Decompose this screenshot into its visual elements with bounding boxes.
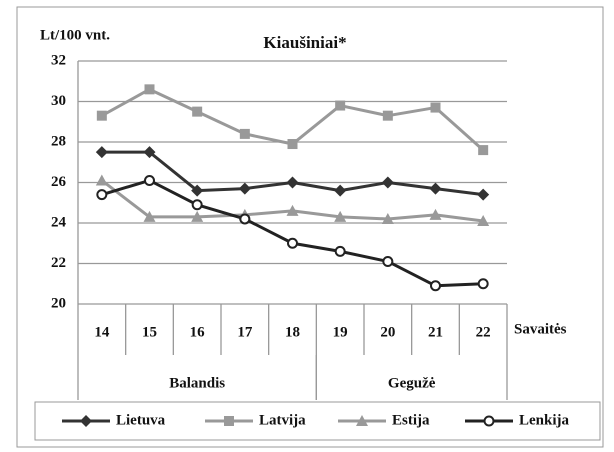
marker	[239, 213, 251, 225]
x-tick-label: 17	[237, 324, 253, 340]
y-tick-label: 24	[51, 214, 67, 230]
legend-label: Lenkija	[519, 412, 570, 428]
x-tick-label: 20	[380, 324, 395, 340]
marker	[143, 210, 156, 222]
x-tick-label: 18	[285, 324, 300, 340]
marker	[334, 184, 347, 197]
marker	[381, 176, 394, 189]
y-tick-label: 22	[51, 255, 66, 271]
y-tick-label: 26	[51, 174, 67, 190]
marker	[95, 174, 108, 186]
marker	[334, 210, 347, 222]
marker	[191, 210, 204, 222]
marker	[430, 102, 441, 113]
x-tick-label: 19	[333, 324, 348, 340]
marker	[191, 184, 204, 197]
marker	[144, 84, 155, 95]
y-tick-label: 28	[51, 133, 66, 149]
marker	[239, 128, 250, 139]
legend-marker	[224, 416, 234, 426]
group-label: Gegužė	[388, 375, 436, 391]
legend-label: Estija	[392, 412, 430, 428]
marker	[429, 208, 442, 220]
marker	[478, 145, 489, 156]
marker	[238, 182, 251, 195]
marker	[96, 189, 108, 201]
marker	[143, 146, 156, 159]
marker	[382, 255, 394, 267]
marker	[477, 188, 490, 201]
legend-label: Latvija	[259, 412, 306, 428]
legend-marker	[356, 415, 368, 426]
x-axis-label: Savaitės	[514, 321, 567, 337]
legend-label: Lietuva	[116, 412, 166, 428]
legend-marker	[80, 415, 92, 427]
x-tick-label: 22	[476, 324, 491, 340]
marker	[429, 182, 442, 195]
y-tick-label: 30	[51, 93, 66, 109]
y-tick-label: 32	[51, 52, 66, 68]
marker	[477, 214, 490, 226]
marker	[96, 110, 107, 121]
marker	[286, 176, 299, 189]
marker	[192, 106, 203, 117]
legend-marker	[483, 415, 495, 427]
x-tick-label: 16	[190, 324, 206, 340]
marker	[287, 237, 298, 249]
marker	[191, 199, 203, 211]
marker	[287, 139, 298, 150]
marker	[430, 280, 441, 292]
marker	[382, 110, 393, 121]
y-axis-label: Lt/100 vnt.	[40, 27, 110, 43]
marker	[286, 204, 299, 216]
marker	[95, 146, 108, 159]
marker	[144, 174, 155, 186]
group-label: Balandis	[169, 375, 225, 391]
x-tick-label: 14	[94, 324, 110, 340]
marker	[335, 100, 346, 111]
marker	[334, 245, 346, 257]
y-tick-label: 20	[51, 295, 66, 311]
marker	[477, 278, 489, 290]
chart-border	[16, 6, 604, 448]
x-tick-label: 21	[428, 324, 443, 340]
chart-title: Kiaušiniai*	[263, 33, 346, 52]
marker	[381, 212, 394, 224]
x-tick-label: 15	[142, 324, 157, 340]
